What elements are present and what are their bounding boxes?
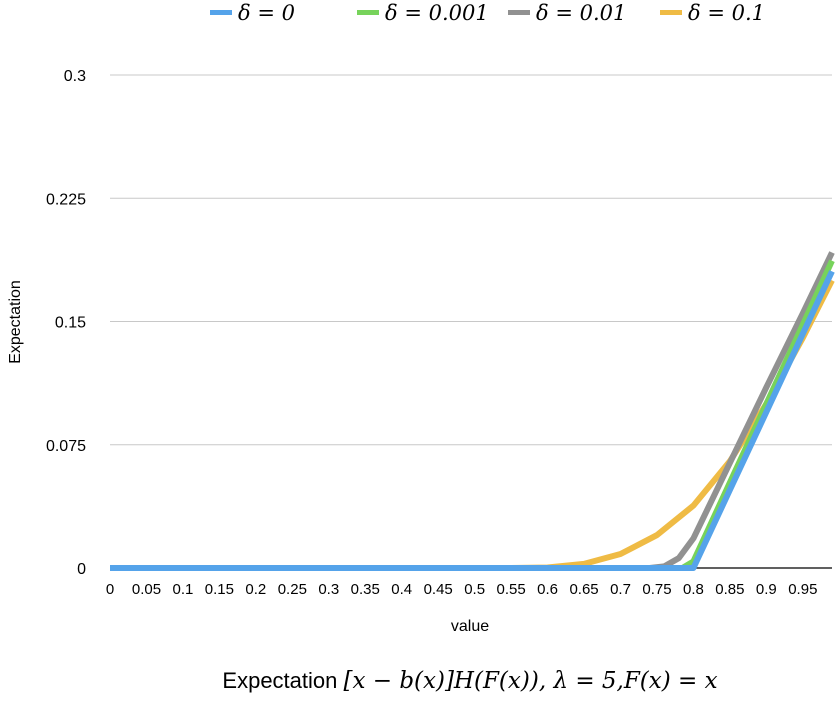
x-tick-label: 0.75	[642, 581, 671, 598]
x-tick-label: 0.65	[569, 581, 598, 598]
y-tick-labels: 0 0.075 0.15 0.225 0.3	[46, 68, 86, 578]
legend-swatch	[210, 10, 232, 15]
x-tick-label: 0.95	[788, 581, 817, 598]
x-tick-label: 0.25	[278, 581, 307, 598]
legend-label: δ = 0	[238, 1, 295, 25]
legend: δ = 0 δ = 0.001 δ = 0.01 δ = 0.1	[210, 1, 765, 25]
series-lines	[110, 251, 835, 571]
legend-swatch	[508, 10, 530, 15]
x-tick-label: 0.35	[351, 581, 380, 598]
x-tick-label: 0.45	[424, 581, 453, 598]
chart-caption: Expectation [x − b(x)]H(F(x)), λ = 5,F(x…	[222, 668, 717, 694]
legend-swatch	[660, 10, 682, 15]
x-tick-label: 0.1	[172, 581, 193, 598]
y-tick-label: 0.3	[64, 68, 86, 85]
y-tick-label: 0.075	[46, 438, 86, 455]
grid	[110, 74, 832, 446]
y-tick-label: 0.15	[55, 315, 86, 332]
x-axis-label: value	[451, 618, 489, 635]
x-tick-label: 0.85	[715, 581, 744, 598]
x-tick-label: 0.55	[497, 581, 526, 598]
x-tick-label: 0.4	[391, 581, 412, 598]
caption-math: [x − b(x)]H(F(x)), λ = 5,F(x) = x	[343, 668, 717, 694]
x-tick-label: 0.6	[537, 581, 558, 598]
y-tick-label: 0	[77, 561, 86, 578]
series-line	[110, 279, 835, 571]
x-tick-labels: 0 0.05 0.1 0.15 0.2 0.25 0.3 0.35 0.4 0.45 0.5 0.55…	[106, 581, 818, 598]
legend-label: δ = 0.1	[688, 1, 765, 25]
x-tick-label: 0.9	[756, 581, 777, 598]
legend-swatch	[357, 10, 379, 15]
caption-prefix: Expectation	[222, 668, 343, 693]
series-line	[110, 259, 835, 571]
legend-label: δ = 0.01	[536, 1, 626, 25]
x-tick-label: 0.8	[683, 581, 704, 598]
x-tick-label: 0.7	[610, 581, 631, 598]
series-line	[110, 251, 835, 571]
x-tick-label: 0.15	[205, 581, 234, 598]
x-tick-label: 0.2	[245, 581, 266, 598]
legend-label: δ = 0.001	[385, 1, 489, 25]
y-tick-label: 0.225	[46, 191, 86, 208]
series-line	[110, 270, 835, 571]
x-tick-label: 0	[106, 581, 114, 598]
y-axis-label: Expectation	[7, 280, 24, 364]
x-tick-label: 0.05	[132, 581, 161, 598]
x-tick-label: 0.3	[318, 581, 339, 598]
x-tick-label: 0.5	[464, 581, 485, 598]
